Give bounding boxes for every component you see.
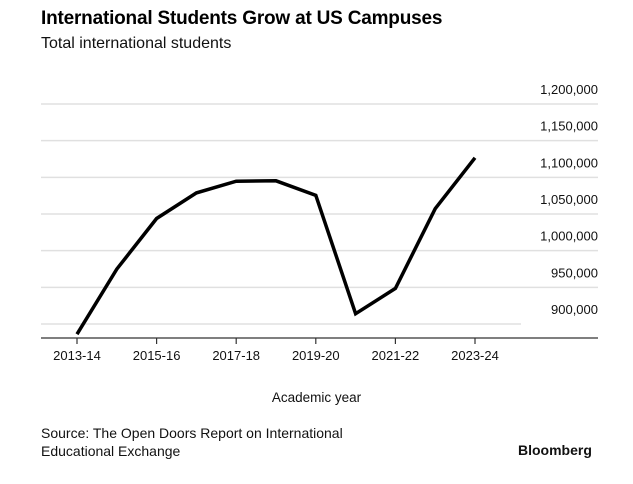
x-tick-label: 2017-18 — [212, 348, 260, 363]
source-line-2: Educational Exchange — [41, 443, 181, 459]
gridlines — [41, 103, 598, 325]
y-axis-ticks: 900,000 950,000 1,000,000 1,050,000 1,100,00… — [540, 82, 598, 317]
x-tick-label: 2021-22 — [372, 348, 420, 363]
chart-title: International Students Grow at US Campus… — [41, 8, 443, 29]
y-tick-label: 1,050,000 — [540, 192, 598, 207]
x-tick-label: 2015-16 — [133, 348, 181, 363]
y-tick-label: 1,000,000 — [540, 229, 598, 244]
y-tick-label: 950,000 — [551, 265, 598, 280]
x-axis-title-text: Academic year — [271, 390, 362, 405]
y-tick-label: 1,150,000 — [540, 119, 598, 134]
x-axis-title: Academic year — [0, 390, 633, 405]
x-tick-label: 2019-20 — [292, 348, 340, 363]
x-axis-ticks: 2013-14 2015-16 2017-18 2019-20 2021-22 2023-… — [53, 338, 499, 363]
y-tick-label: 1,100,000 — [540, 155, 598, 170]
y-tick-label: 900,000 — [551, 302, 598, 317]
source-note: Source: The Open Doors Report on Interna… — [41, 424, 401, 460]
x-tick-label: 2023-24 — [451, 348, 499, 363]
bloomberg-logo: Bloomberg — [518, 442, 592, 458]
series-line-total-international-students — [75, 156, 477, 336]
x-tick-label: 2013-14 — [53, 348, 101, 363]
source-line-1: Source: The Open Doors Report on Interna… — [41, 425, 343, 441]
chart-subtitle: Total international students — [41, 35, 232, 52]
y-tick-label: 1,200,000 — [540, 82, 598, 97]
